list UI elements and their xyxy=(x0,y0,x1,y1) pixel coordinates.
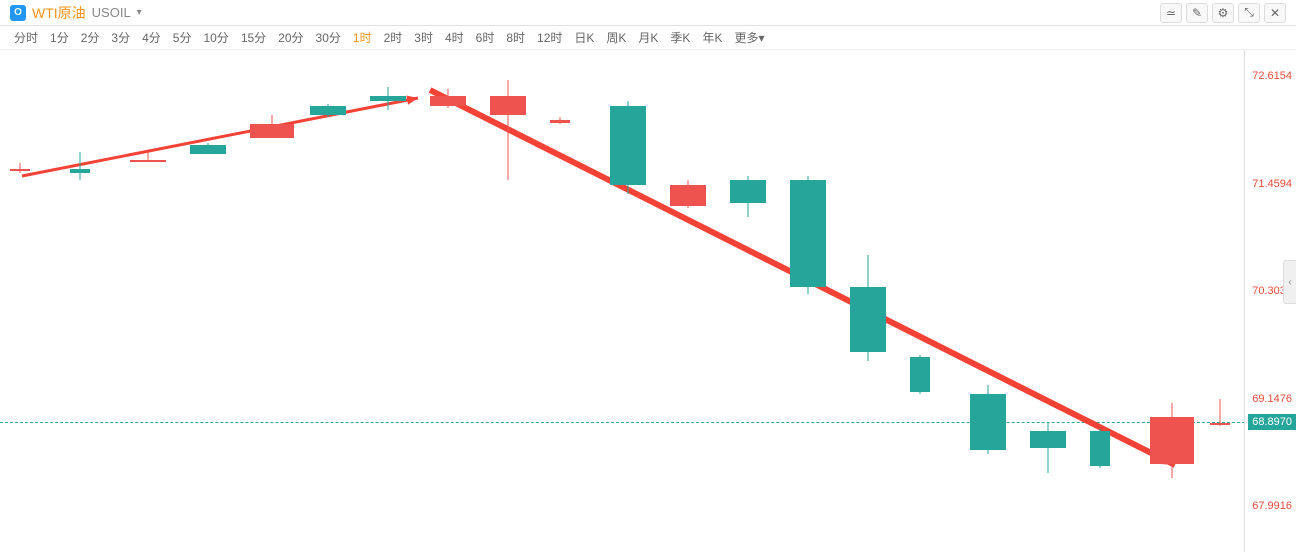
timeframe-12时[interactable]: 12时 xyxy=(531,27,568,48)
candle[interactable] xyxy=(1090,50,1110,552)
symbol-block[interactable]: O WTI原油 USOIL ▾ xyxy=(10,3,142,23)
compress-icon[interactable]: ⤡ xyxy=(1238,3,1260,23)
candle[interactable] xyxy=(310,50,346,552)
symbol-dropdown-icon[interactable]: ▾ xyxy=(137,7,142,18)
candle[interactable] xyxy=(910,50,930,552)
candle[interactable] xyxy=(250,50,294,552)
timeframe-日K[interactable]: 日K xyxy=(568,27,600,48)
candle[interactable] xyxy=(550,50,570,552)
timeframe-5分[interactable]: 5分 xyxy=(167,27,198,48)
timeframe-1时[interactable]: 1时 xyxy=(347,27,378,48)
candle[interactable] xyxy=(430,50,466,552)
candle[interactable] xyxy=(1150,50,1194,552)
candle[interactable] xyxy=(190,50,226,552)
candle[interactable] xyxy=(1210,50,1230,552)
candle[interactable] xyxy=(10,50,30,552)
timeframe-4时[interactable]: 4时 xyxy=(439,27,470,48)
timeframe-30分[interactable]: 30分 xyxy=(310,27,347,48)
timeframe-8时[interactable]: 8时 xyxy=(500,27,531,48)
logo-badge: O xyxy=(10,5,26,21)
candle[interactable] xyxy=(490,50,526,552)
timeframe-15分[interactable]: 15分 xyxy=(235,27,272,48)
timeframe-更多▾[interactable]: 更多▾ xyxy=(728,27,770,48)
chart-area[interactable]: 68.8970 72.615471.459470.303569.147667.9… xyxy=(0,50,1296,552)
candle[interactable] xyxy=(370,50,406,552)
candle[interactable] xyxy=(850,50,886,552)
chart-type-icon[interactable]: ≃ xyxy=(1160,3,1182,23)
timeframe-3分[interactable]: 3分 xyxy=(105,27,136,48)
pencil-icon[interactable]: ✎ xyxy=(1186,3,1208,23)
candle[interactable] xyxy=(970,50,1006,552)
candle[interactable] xyxy=(130,50,166,552)
close-icon[interactable]: ✕ xyxy=(1264,3,1286,23)
candle[interactable] xyxy=(70,50,90,552)
timeframe-6时[interactable]: 6时 xyxy=(470,27,501,48)
toolbar: ≃✎⚙⤡✕ xyxy=(1160,3,1286,23)
y-axis-label: 72.6154 xyxy=(1252,70,1292,82)
timeframe-2分[interactable]: 2分 xyxy=(75,27,106,48)
y-axis-label: 69.1476 xyxy=(1252,393,1292,405)
candle[interactable] xyxy=(670,50,706,552)
timeframe-20分[interactable]: 20分 xyxy=(272,27,309,48)
y-axis-label: 71.4594 xyxy=(1252,178,1292,190)
candle[interactable] xyxy=(1030,50,1066,552)
timeframe-3时[interactable]: 3时 xyxy=(408,27,439,48)
current-price-badge: 68.8970 xyxy=(1248,414,1296,430)
symbol-code: USOIL xyxy=(92,5,131,20)
candle[interactable] xyxy=(610,50,646,552)
timeframe-月K[interactable]: 月K xyxy=(632,27,664,48)
timeframe-季K[interactable]: 季K xyxy=(664,27,696,48)
timeframe-分时[interactable]: 分时 xyxy=(8,27,44,48)
chart-canvas[interactable] xyxy=(0,50,1245,552)
symbol-name: WTI原油 xyxy=(32,3,86,23)
y-axis-label: 67.9916 xyxy=(1252,500,1292,512)
timeframe-年K[interactable]: 年K xyxy=(696,27,728,48)
indicator-icon[interactable]: ⚙ xyxy=(1212,3,1234,23)
timeframe-bar: 分时1分2分3分4分5分10分15分20分30分1时2时3时4时6时8时12时日… xyxy=(0,26,1296,50)
timeframe-4分[interactable]: 4分 xyxy=(136,27,167,48)
expand-panel-icon[interactable]: ‹ xyxy=(1283,260,1296,304)
timeframe-10分[interactable]: 10分 xyxy=(197,27,234,48)
candle[interactable] xyxy=(730,50,766,552)
chart-header: O WTI原油 USOIL ▾ ≃✎⚙⤡✕ xyxy=(0,0,1296,26)
timeframe-2时[interactable]: 2时 xyxy=(378,27,409,48)
timeframe-1分[interactable]: 1分 xyxy=(44,27,75,48)
timeframe-周K[interactable]: 周K xyxy=(600,27,632,48)
candle[interactable] xyxy=(790,50,826,552)
